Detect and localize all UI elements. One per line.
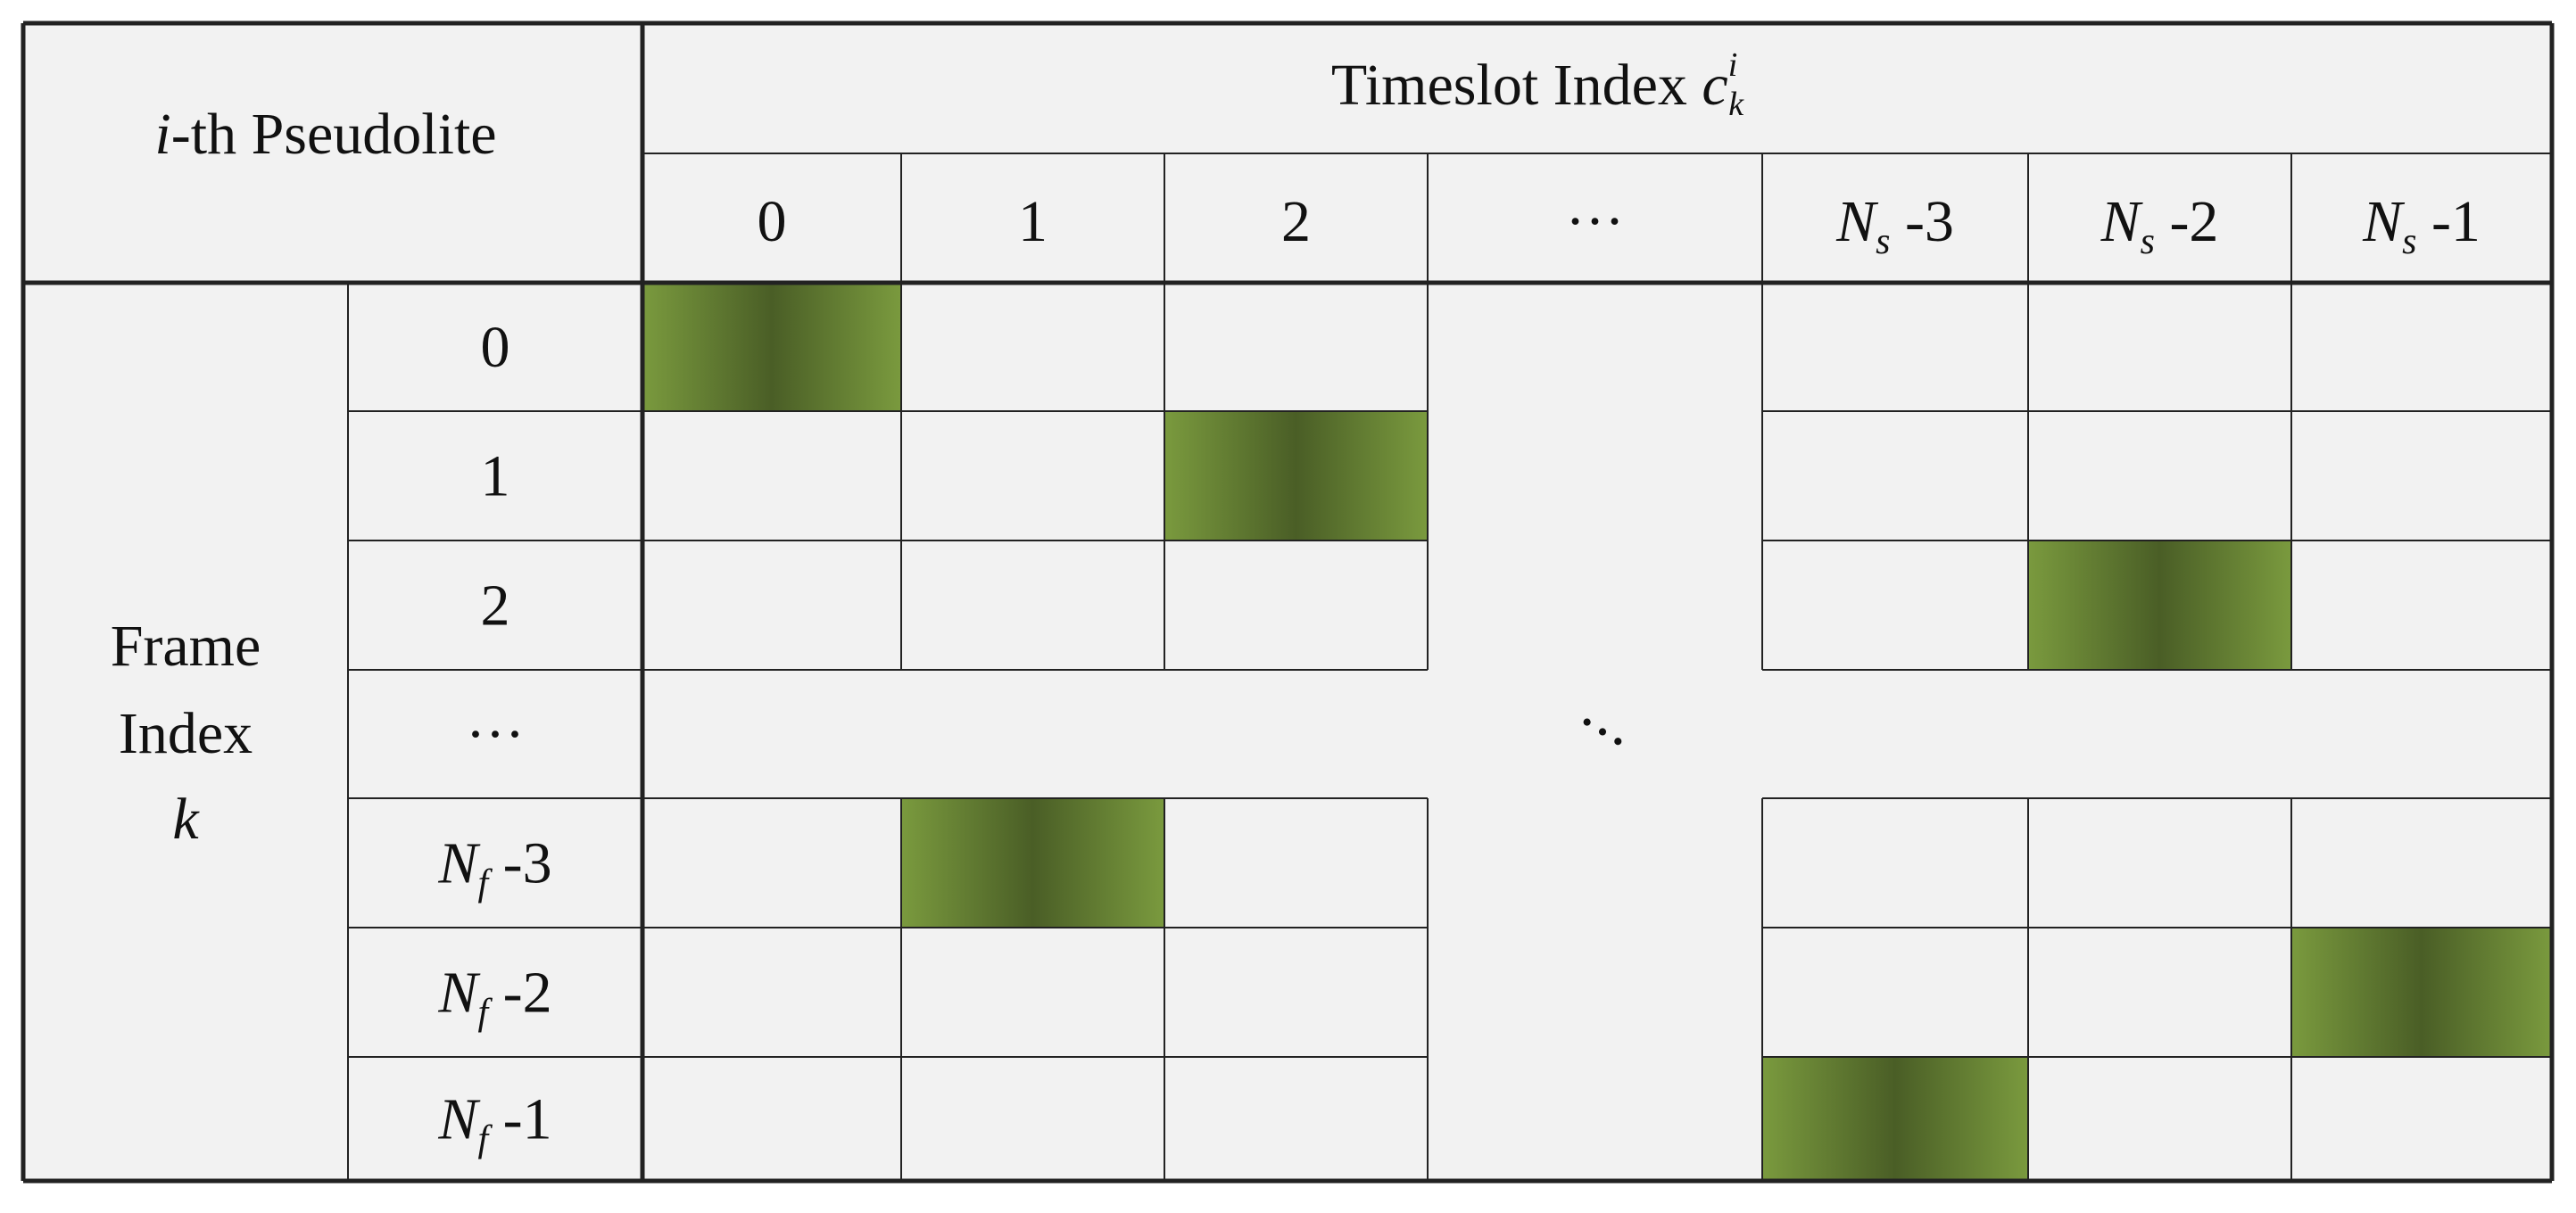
column-header-6: Ns -1 xyxy=(2362,189,2481,262)
row-header-5: Nf -2 xyxy=(437,961,551,1034)
assigned-slot-6 xyxy=(1762,1057,2028,1181)
column-labels: 0 1 2 ··· Ns -3 Ns -2 Ns -1 xyxy=(758,189,2481,262)
row-header-6: Nf -1 xyxy=(437,1087,551,1160)
slot-layer xyxy=(642,283,2552,1181)
column-header-2: 2 xyxy=(1281,189,1311,254)
column-header-4: Ns -3 xyxy=(1835,189,1954,262)
column-header-3: ··· xyxy=(1566,189,1625,254)
column-header-5: Ns -2 xyxy=(2100,189,2219,262)
column-header-0: 0 xyxy=(758,189,787,254)
frame-index-symbol: k xyxy=(172,787,200,852)
row-header-3: ··· xyxy=(466,702,525,767)
row-header-1: 1 xyxy=(481,444,510,509)
assigned-slot-2 xyxy=(1164,411,1428,540)
pseudolite-header: i-th Pseudolite xyxy=(154,102,496,167)
grid-lines xyxy=(21,21,2555,1184)
assigned-slot-1 xyxy=(642,283,901,411)
row-labels: 0 1 2 ··· Nf -3 Nf -2 Nf -1 xyxy=(437,315,551,1160)
frame-index-label: Frame xyxy=(111,614,261,679)
row-header-0: 0 xyxy=(481,315,510,380)
assigned-slot-4 xyxy=(901,798,1164,928)
row-header-4: Nf -3 xyxy=(437,831,551,904)
column-header-1: 1 xyxy=(1018,189,1048,254)
assigned-slot-3 xyxy=(2028,540,2291,670)
frame-index-label-2: Index xyxy=(119,701,253,766)
timeslot-header: Timeslot Index ci k xyxy=(1331,46,1744,123)
assigned-slot-5 xyxy=(2291,928,2552,1057)
row-header-2: 2 xyxy=(481,573,510,639)
